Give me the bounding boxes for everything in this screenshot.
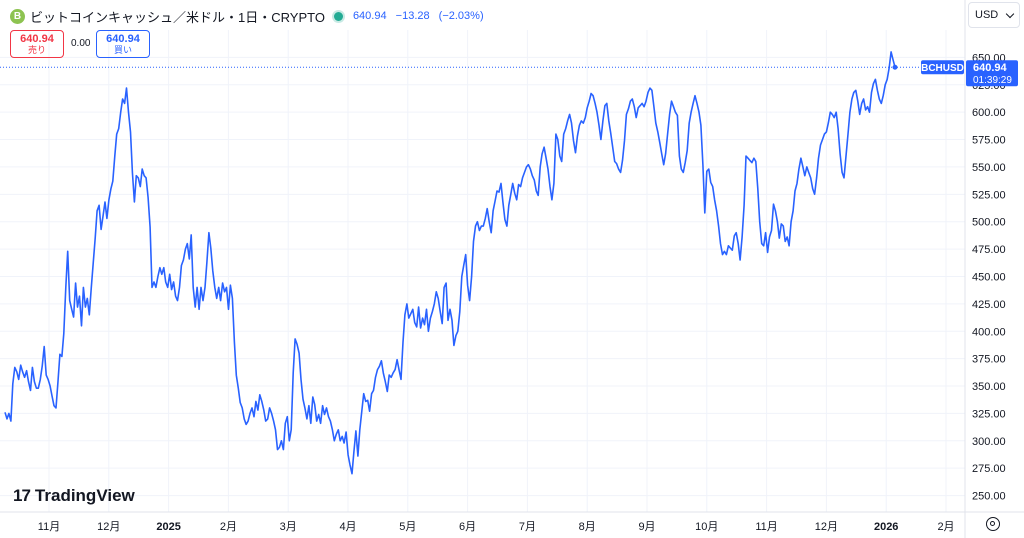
last-price-badge-label: 640.94 — [973, 62, 1008, 74]
x-tick-label: 10月 — [695, 521, 718, 533]
x-tick-label: 9月 — [638, 521, 655, 533]
x-tick-label: 12月 — [97, 521, 120, 533]
y-tick-label: 450.00 — [972, 271, 1006, 283]
symbol-title[interactable]: ビットコインキャッシュ／米ドル・1日・CRYPTO — [30, 9, 325, 25]
series-line-bchusd — [4, 51, 896, 475]
settings-icon[interactable] — [986, 517, 1000, 531]
chart-header: B ビットコインキャッシュ／米ドル・1日・CRYPTO 640.94 −13.2… — [10, 6, 490, 26]
buy-price: 640.94 — [106, 32, 140, 45]
x-tick-label: 2月 — [220, 521, 237, 533]
tradingview-logo-text: TradingView — [34, 486, 135, 505]
y-tick-label: 275.00 — [972, 463, 1006, 475]
ticker-badge-label: BCHUSD — [921, 63, 964, 74]
y-tick-label: 550.00 — [972, 162, 1006, 174]
x-tick-label: 11月 — [755, 521, 777, 533]
x-tick-label: 5月 — [399, 521, 416, 533]
x-tick-label: 6月 — [459, 521, 476, 533]
buy-button[interactable]: 640.94 買い — [96, 30, 150, 58]
tradingview-logo[interactable]: 17 TradingView — [13, 486, 135, 506]
sell-price: 640.94 — [20, 32, 54, 45]
y-tick-label: 400.00 — [972, 326, 1006, 338]
buy-label: 買い — [113, 44, 132, 55]
market-open-status-icon — [333, 11, 343, 21]
x-tick-label: 12月 — [815, 521, 838, 533]
y-tick-label: 575.00 — [972, 135, 1006, 147]
x-tick-label: 4月 — [339, 521, 356, 533]
y-tick-label: 600.00 — [972, 107, 1006, 119]
x-tick-label: 11月 — [38, 521, 60, 533]
ticker-badge — [921, 60, 964, 75]
y-tick-label: 475.00 — [972, 244, 1006, 256]
y-tick-label: 300.00 — [972, 436, 1006, 448]
price-change: −13.28 — [395, 10, 430, 22]
x-tick-label: 2026 — [874, 521, 898, 533]
bitcoin-cash-icon: B — [10, 8, 25, 24]
y-tick-label: 425.00 — [972, 299, 1006, 311]
countdown-label: 01:39:29 — [973, 75, 1012, 86]
chevron-down-icon — [1005, 9, 1015, 18]
x-tick-label: 2月 — [937, 521, 954, 533]
x-tick-label: 3月 — [280, 521, 297, 533]
sell-label: 売り — [27, 44, 46, 55]
y-tick-label: 375.00 — [972, 354, 1006, 366]
last-price: 640.94 — [352, 10, 387, 22]
y-tick-label: 250.00 — [972, 491, 1006, 503]
y-tick-label: 325.00 — [972, 408, 1006, 420]
last-point-marker — [892, 64, 898, 70]
y-tick-label: 350.00 — [972, 381, 1006, 393]
x-tick-label: 2025 — [156, 521, 180, 533]
tradingview-logo-icon: 17 — [13, 486, 31, 505]
currency-label: USD — [975, 9, 999, 21]
spread-value: 0.00 — [71, 38, 91, 49]
x-tick-label: 8月 — [579, 521, 596, 533]
x-tick-label: 7月 — [519, 521, 536, 533]
last-price-badge — [966, 60, 1018, 87]
y-tick-label: 500.00 — [972, 217, 1006, 229]
price-change-percent: (−2.03%) — [438, 10, 484, 22]
y-tick-label: 525.00 — [972, 189, 1006, 201]
currency-selector[interactable]: USD — [968, 2, 1020, 28]
sell-button[interactable]: 640.94 売り — [10, 30, 64, 58]
quote-values: 640.94 −13.28 (−2.03%) — [353, 10, 490, 22]
